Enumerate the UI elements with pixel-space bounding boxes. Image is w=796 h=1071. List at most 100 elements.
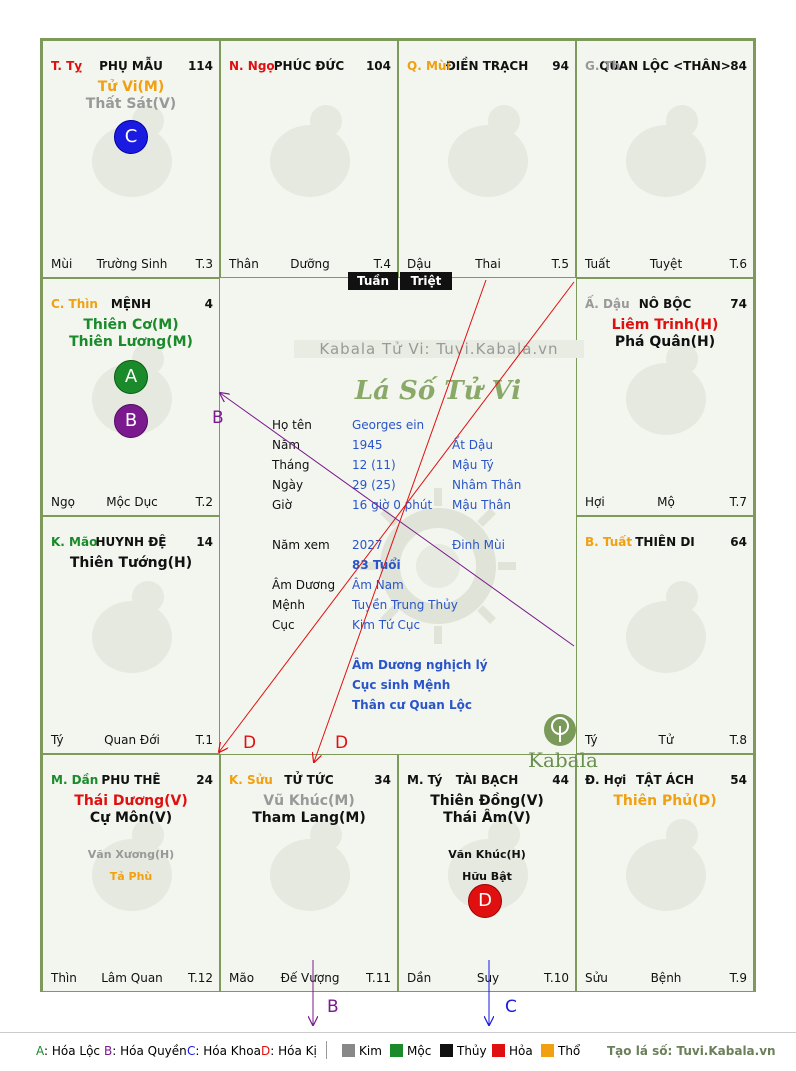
palace-cell-ty[interactable]: PHỤ MẪU T. Tỵ 114 Tử Vi(M) Thất Sát(V) Mùi Trư… [42,40,220,278]
info-label-amduong: Âm Dương [272,578,336,592]
footer-index: T.11 [366,971,391,985]
palace-branch: T. Tỵ [51,59,83,73]
zodiac-animal-icon [92,105,172,197]
info-month-canchi: Mậu Tý [452,458,494,472]
palace-name: PHỤ MẪU [99,59,163,73]
hoa-loc-circle: A [114,360,148,394]
legend-bar: A: Hóa Lộc B: Hóa Quyền C: Hóa Khoa D: H… [0,1032,796,1071]
palace-name: TÀI BẠCH [455,773,519,787]
legend-divider [326,1041,327,1059]
major-star: Thiên Cơ(M) [83,317,179,333]
palace-cell-hoi[interactable]: TẬT ÁCH Đ. Hợi 54 Thiên Phủ(D) Sửu Bệnh T.9 [576,754,754,992]
palace-cell-thin[interactable]: MỆNH C. Thìn 4 Thiên Cơ(M) Thiên Lương(M) Ngọ… [42,278,220,516]
legend-moc: Mộc [390,1044,431,1058]
footer-index: T.8 [729,733,747,747]
star-list: Thiên Tướng(H) [43,555,219,572]
info-label-hour: Giờ [272,498,292,512]
footer-index: T.9 [729,971,747,985]
zodiac-animal-icon [448,819,528,911]
info-hour-canchi: Mậu Thân [452,498,512,512]
info-age: 83 Tuổi [352,558,401,572]
info-label-view-year: Năm xem [272,538,330,552]
footer-index: T.4 [373,257,391,271]
palace-name: PHU THÊ [101,773,161,787]
info-month-value: 12 (11) [352,458,396,472]
zodiac-animal-icon [92,819,172,911]
star-list: Thiên Cơ(M) Thiên Lương(M) [43,317,219,351]
info-label-month: Tháng [272,458,310,472]
zodiac-animal-icon [626,105,706,197]
star-list: Liêm Trinh(H) Phá Quân(H) [577,317,753,351]
arrow-label-c-bottom: C [505,997,517,1017]
footer-branch: Dậu [407,257,432,271]
footer-branch: Thân [229,257,259,271]
minor-star: Hữu Bật [462,870,512,883]
palace-name: QUAN LỘC <THÂN> [599,59,731,73]
palace-branch: B. Tuất [585,535,633,549]
palace-cell-mao[interactable]: HUYNH ĐỆ K. Mão 14 Thiên Tướng(H) Tý Quan Đới… [42,516,220,754]
palace-cell-mui[interactable]: ĐIỀN TRẠCH Q. Mùi 94 Dậu Thai T.5 [398,40,576,278]
info-label-name: Họ tên [272,418,312,432]
footer-branch: Sửu [585,971,608,985]
major-star: Phá Quân(H) [614,334,716,350]
star-list: Tử Vi(M) Thất Sát(V) [43,79,219,113]
palace-name: PHÚC ĐỨC [273,59,345,73]
minor-star: Văn Khúc(H) [448,848,526,861]
star-list: Vũ Khúc(M) Tham Lang(M) [221,793,397,827]
footer-index: T.5 [551,257,569,271]
palace-branch: M. Tý [407,773,443,787]
palace-name: TỬ TỨC [284,773,334,787]
palace-branch: Q. Mùi [407,59,451,73]
palace-name: TẬT ÁCH [636,773,694,787]
palace-cell-ty2[interactable]: TÀI BẠCH M. Tý 44 Thiên Đồng(V) Thái Âm(V) Vă… [398,754,576,992]
footer-stage: Mộc Dục [106,495,158,509]
triet-tag: Triệt [400,272,452,290]
palace-number: 94 [552,59,569,73]
palace-number: 104 [365,59,391,73]
info-hour-value: 16 giờ 0 phút [352,498,433,512]
minor-star: Tả Phù [109,870,153,883]
major-star: Cự Môn(V) [89,810,173,826]
legend-kim: Kim [342,1044,382,1058]
arrow-label-d2: D [335,733,349,753]
zodiac-animal-icon [270,105,350,197]
zodiac-animal-icon [92,581,172,673]
palace-cell-tuat[interactable]: THIÊN DI B. Tuất 64 Tý Tử T.8 [576,516,754,754]
palace-cell-dan[interactable]: PHU THÊ M. Dần 24 Thái Dương(V) Cự Môn(V) Văn… [42,754,220,992]
legend-hoa-loc: A: Hóa Lộc [36,1044,101,1058]
footer-branch: Ngọ [51,495,75,509]
palace-name: ĐIỀN TRẠCH [445,59,529,73]
palace-cell-than[interactable]: QUAN LỘC <THÂN> G. Th 84 Tuất Tuyệt T.6 [576,40,754,278]
footer-stage: Suy [476,971,500,985]
footer-index: T.3 [195,257,213,271]
palace-cell-ngo[interactable]: PHÚC ĐỨC N. Ngọ 104 Thân Dưỡng T.4 [220,40,398,278]
center-watermark: Kabala Tử Vi: Tuvi.Kabala.vn [294,340,584,358]
palace-branch: M. Dần [51,773,99,787]
hoa-khoa-circle: C [114,120,148,154]
info-year-canchi: Ất Dậu [452,438,493,452]
major-star: Thất Sát(V) [85,96,177,112]
minor-star: Văn Xương(H) [87,848,175,861]
legend-hoa-quyen: B: Hóa Quyền [104,1044,187,1058]
footer-branch: Tý [51,733,64,747]
palace-number: 64 [730,535,747,549]
tuan-tag: Tuần [348,272,398,290]
footer-branch: Dần [407,971,432,985]
info-label-year: Năm [272,438,301,452]
info-note-1: Âm Dương nghịch lý [352,658,488,672]
palace-cell-dau[interactable]: NÔ BỘC Ấ. Dậu 74 Liêm Trinh(H) Phá Quân(H) Hợ… [576,278,754,516]
footer-branch: Thìn [51,971,77,985]
zodiac-animal-icon [270,819,350,911]
palace-name: THIÊN DI [635,535,695,549]
info-day-value: 29 (25) [352,478,396,492]
legend-site-link[interactable]: Tạo lá số: Tuvi.Kabala.vn [607,1044,776,1058]
info-view-year-value: 2027 [352,538,383,552]
footer-stage: Tử [658,733,674,747]
hoa-quyen-circle: B [114,404,148,438]
palace-branch: N. Ngọ [229,59,275,73]
palace-cell-suu[interactable]: TỬ TỨC K. Sửu 34 Vũ Khúc(M) Tham Lang(M) Mão Đ… [220,754,398,992]
horoscope-chart: PHỤ MẪU T. Tỵ 114 Tử Vi(M) Thất Sát(V) Mùi Trư… [40,38,756,992]
legend-hoa: Hỏa [492,1044,533,1058]
major-star: Tử Vi(M) [97,79,165,95]
palace-name: NÔ BỘC [638,297,692,311]
